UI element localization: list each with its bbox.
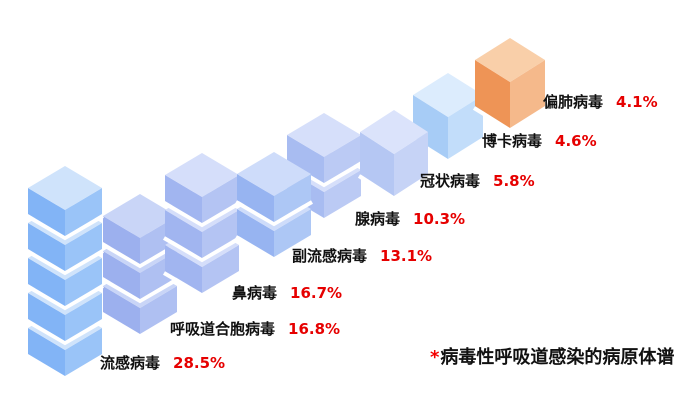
cube-separator xyxy=(25,354,105,381)
category-name: 腺病毒 xyxy=(355,210,401,228)
cube-stack-coronavirus xyxy=(357,110,431,201)
label-parainfluenza: 副流感病毒 13.1% xyxy=(292,249,432,264)
cube-separator xyxy=(100,277,180,304)
cube-separator xyxy=(25,214,105,241)
cube-separator xyxy=(162,271,242,298)
cube-right-face xyxy=(202,210,239,258)
category-name: 博卡病毒 xyxy=(482,132,543,150)
cube-left-face xyxy=(103,216,140,264)
cube-right-face xyxy=(65,188,102,236)
cube-left-face xyxy=(237,174,274,222)
category-name: 偏肺病毒 xyxy=(543,93,604,111)
cube-right-face xyxy=(394,132,428,196)
category-value: 13.1% xyxy=(380,247,433,265)
cube-separator xyxy=(25,284,105,311)
cube-top-face xyxy=(28,166,102,210)
label-adenovirus: 腺病毒 10.3% xyxy=(355,212,465,227)
footnote: *病毒性呼吸道感染的病原体谱 xyxy=(430,346,674,369)
label-metapneumovirus: 偏肺病毒 4.1% xyxy=(543,95,658,110)
cube-left-face xyxy=(28,223,65,271)
cube-left-face xyxy=(360,132,394,196)
cube-left-face xyxy=(28,258,65,306)
category-name: 呼吸道合胞病毒 xyxy=(170,320,276,338)
cube-right-face xyxy=(274,174,311,222)
cube-right-face xyxy=(65,328,102,376)
cube-right-face xyxy=(324,170,361,218)
cube-left-face xyxy=(28,293,65,341)
cube-separator xyxy=(234,235,314,262)
cube-top-face xyxy=(475,38,545,82)
category-value: 16.7% xyxy=(290,284,343,302)
cube-right-face xyxy=(510,60,545,128)
cube-separator xyxy=(234,200,314,227)
footnote-text: 病毒性呼吸道感染的病原体谱 xyxy=(440,347,675,368)
cube-left-face xyxy=(165,175,202,223)
cube-separator xyxy=(25,319,105,346)
cube-left-face xyxy=(237,209,274,257)
category-value: 16.8% xyxy=(288,320,341,338)
cube-left-face xyxy=(165,245,202,293)
cube-left-face xyxy=(103,251,140,299)
cube-top-face xyxy=(103,194,177,238)
category-value: 5.8% xyxy=(493,172,535,190)
cube-left-face xyxy=(28,188,65,236)
cube-top-face xyxy=(287,113,361,157)
cube-separator xyxy=(357,174,431,201)
cube-right-face xyxy=(274,209,311,257)
cube-left-face xyxy=(165,210,202,258)
cube-separator xyxy=(100,312,180,339)
cube-top-face xyxy=(413,73,483,117)
label-bocavirus: 博卡病毒 4.6% xyxy=(482,134,597,149)
cube-right-face xyxy=(202,175,239,223)
cube-left-face xyxy=(28,328,65,376)
category-name: 鼻病毒 xyxy=(232,284,278,302)
category-value: 4.6% xyxy=(555,132,597,150)
cube-stack-rhinovirus xyxy=(162,153,242,298)
cube-top-face xyxy=(165,153,239,197)
cube-stack-bocavirus xyxy=(410,73,486,164)
category-value: 4.1% xyxy=(616,93,658,111)
cube-top-face xyxy=(237,152,311,196)
label-rsv: 呼吸道合胞病毒 16.8% xyxy=(170,322,340,337)
cube-stack-metapneumovirus xyxy=(472,38,548,133)
cube-separator xyxy=(162,236,242,263)
cube-right-face xyxy=(324,135,361,183)
footnote-asterisk-icon: * xyxy=(430,347,440,368)
cube-right-face xyxy=(448,95,483,159)
label-influenza: 流感病毒 28.5% xyxy=(100,356,225,371)
cube-right-face xyxy=(140,286,177,334)
cube-right-face xyxy=(65,223,102,271)
category-name: 流感病毒 xyxy=(100,354,161,372)
cube-stack-parainfluenza xyxy=(234,152,314,262)
cube-top-face xyxy=(360,110,428,154)
cube-left-face xyxy=(413,95,448,159)
category-name: 副流感病毒 xyxy=(292,247,368,265)
cube-right-face xyxy=(202,245,239,293)
category-name: 冠状病毒 xyxy=(420,172,481,190)
cube-left-face xyxy=(103,286,140,334)
cube-separator xyxy=(25,249,105,276)
cube-left-face xyxy=(475,60,510,128)
cube-separator xyxy=(162,201,242,228)
label-coronavirus: 冠状病毒 5.8% xyxy=(420,174,535,189)
category-value: 10.3% xyxy=(413,210,466,228)
cube-right-face xyxy=(65,258,102,306)
cube-separator xyxy=(472,106,548,133)
label-rhinovirus: 鼻病毒 16.7% xyxy=(232,286,342,301)
cube-stack-influenza xyxy=(25,166,105,381)
cube-left-face xyxy=(287,135,324,183)
cube-right-face xyxy=(65,293,102,341)
category-value: 28.5% xyxy=(173,354,226,372)
